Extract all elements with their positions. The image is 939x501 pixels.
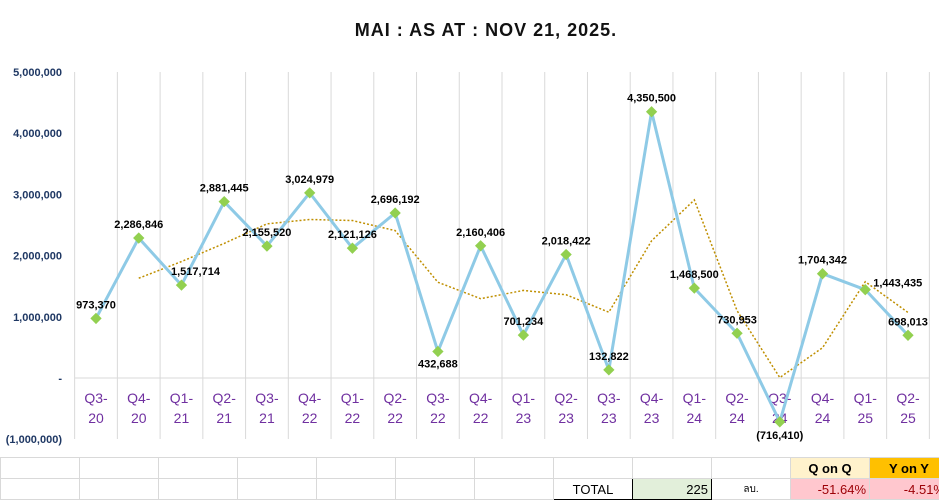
x-tick-label: Q4-20 bbox=[127, 390, 151, 426]
x-tick-label: Q2-21 bbox=[213, 390, 237, 426]
x-tick-label: Q2-24 bbox=[725, 390, 749, 426]
trendline bbox=[138, 198, 909, 379]
data-label: 2,696,192 bbox=[371, 194, 420, 206]
data-point bbox=[389, 207, 401, 219]
data-label: 3,024,979 bbox=[285, 174, 334, 186]
y-tick-label: 3,000,000 bbox=[13, 189, 62, 201]
data-label: 432,688 bbox=[418, 359, 458, 371]
x-tick-label: Q1-23 bbox=[512, 390, 536, 426]
data-point bbox=[859, 284, 871, 296]
x-tick-label: Q4-23 bbox=[640, 390, 664, 426]
data-label: 730,953 bbox=[717, 314, 757, 326]
data-point bbox=[261, 240, 273, 252]
y-tick-label: 5,000,000 bbox=[13, 67, 62, 79]
total-label: TOTAL bbox=[553, 478, 633, 500]
data-label: 1,704,342 bbox=[798, 255, 847, 267]
data-point bbox=[560, 248, 572, 261]
data-point bbox=[133, 232, 145, 244]
x-tick-label: Q1-21 bbox=[170, 390, 194, 426]
data-point bbox=[645, 106, 658, 118]
data-label: 701,234 bbox=[503, 316, 544, 328]
unit-label: ลบ. bbox=[711, 478, 791, 500]
line-chart: MAI : AS AT : NOV 21, 2025. 5,000,000 4,0… bbox=[6, 20, 930, 446]
data-point bbox=[688, 282, 700, 294]
data-point bbox=[304, 187, 316, 199]
summary-table: Q on Q Y on Y TOTAL 225 ลบ. -51.64% -4.5… bbox=[0, 457, 939, 500]
x-tick-label: Q2-23 bbox=[554, 390, 578, 426]
data-point bbox=[603, 364, 615, 376]
x-tick-label: Q1-24 bbox=[683, 390, 707, 426]
y-tick-label: 1,000,000 bbox=[13, 312, 62, 324]
x-tick-label: Q2-25 bbox=[896, 390, 920, 426]
data-label: 1,468,500 bbox=[670, 269, 719, 281]
data-label: 2,286,846 bbox=[114, 219, 163, 231]
data-point bbox=[731, 327, 743, 339]
data-label: 2,018,422 bbox=[542, 235, 591, 247]
data-label: 1,443,435 bbox=[873, 278, 922, 290]
data-point bbox=[517, 329, 530, 341]
data-label: 2,881,445 bbox=[200, 183, 249, 195]
series-line bbox=[94, 110, 910, 424]
chart-title: MAI : AS AT : NOV 21, 2025. bbox=[355, 20, 617, 40]
data-point bbox=[90, 312, 102, 325]
x-tick-label: Q4-22 bbox=[298, 390, 322, 426]
data-point bbox=[816, 268, 829, 280]
x-tick-label: Q1-25 bbox=[854, 390, 878, 426]
data-point bbox=[474, 240, 487, 252]
data-label: 2,160,406 bbox=[456, 227, 505, 239]
y-tick-label: - bbox=[58, 373, 62, 385]
data-point bbox=[346, 242, 359, 254]
data-label: 2,121,126 bbox=[328, 229, 377, 241]
data-label: 132,822 bbox=[589, 351, 629, 363]
x-tick-label: Q2-22 bbox=[383, 390, 407, 426]
x-tick-label: Q4-24 bbox=[811, 390, 835, 426]
x-tick-label: Q4-22 bbox=[469, 390, 493, 426]
x-tick-label: Q3-22 bbox=[426, 390, 450, 426]
data-label: 973,370 bbox=[76, 299, 116, 311]
qoq-header: Q on Q bbox=[790, 457, 870, 479]
y-tick-label: 4,000,000 bbox=[13, 128, 62, 140]
total-value: 225 bbox=[632, 478, 712, 500]
data-label: 2,155,520 bbox=[242, 227, 291, 239]
x-tick-label: Q3-23 bbox=[597, 390, 621, 426]
y-tick-label: (1,000,000) bbox=[6, 434, 63, 446]
data-label: 698,013 bbox=[888, 316, 928, 328]
data-point bbox=[432, 345, 444, 358]
data-label: 1,517,714 bbox=[171, 266, 221, 278]
x-tick-label: Q3-20 bbox=[84, 390, 108, 426]
yoy-value: -4.51% bbox=[869, 478, 939, 500]
data-point bbox=[175, 279, 188, 291]
data-label: 4,350,500 bbox=[627, 93, 676, 105]
data-point bbox=[902, 329, 914, 341]
data-point bbox=[774, 416, 786, 428]
qoq-value: -51.64% bbox=[790, 478, 870, 500]
data-label: (716,410) bbox=[756, 430, 803, 442]
x-tick-label: Q3-21 bbox=[255, 390, 279, 426]
yoy-header: Y on Y bbox=[869, 457, 939, 479]
y-tick-label: 2,000,000 bbox=[13, 251, 62, 263]
x-tick-label: Q1-22 bbox=[341, 390, 365, 426]
data-point bbox=[218, 195, 230, 208]
